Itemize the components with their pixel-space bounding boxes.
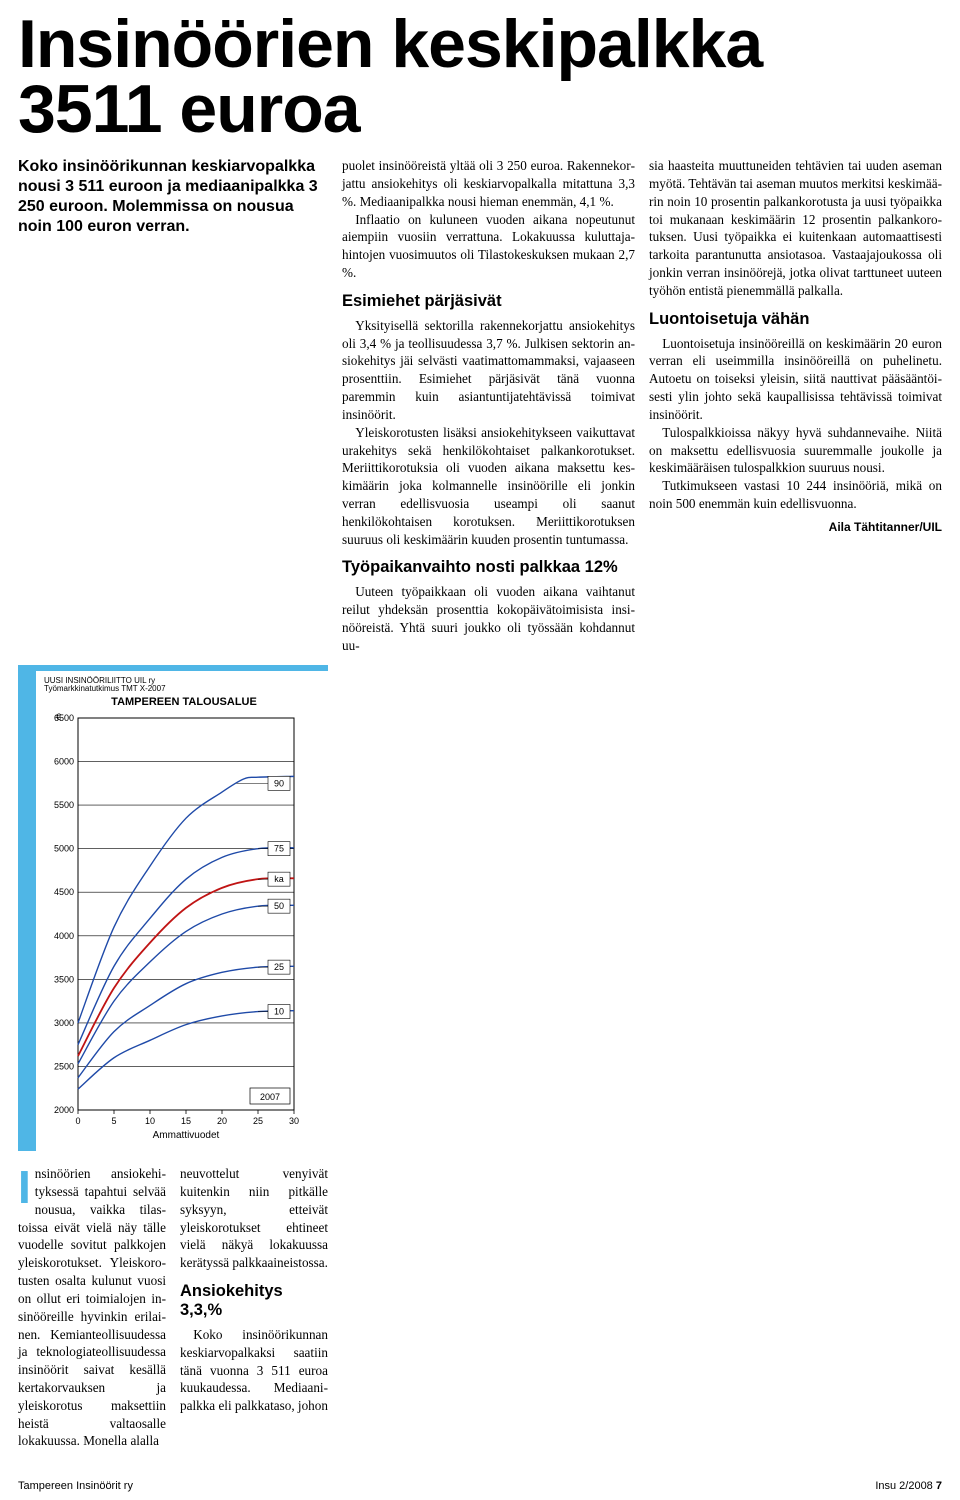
svg-text:15: 15 [181,1116,191,1126]
dropcap: I [18,1165,35,1206]
svg-text:0: 0 [75,1116,80,1126]
p: Insinöörien ansiokehi­tyksessä tapahtui … [18,1165,166,1450]
svg-text:25: 25 [253,1116,263,1126]
p: Tulospalkkioissa näkyy hyvä suhdannevaih… [649,424,942,477]
body-col-3: puolet insinööreistä yltää oli 3 250 eur… [342,157,635,654]
svg-text:75: 75 [274,844,284,854]
subhead-ansiokehitys: Ansiokehitys 3,3,% [180,1282,328,1320]
svg-text:20: 20 [217,1116,227,1126]
svg-text:5500: 5500 [54,800,74,810]
p: neuvottelut venyivät kuiten­kin niin pit… [180,1165,328,1272]
svg-text:ka: ka [274,874,284,884]
svg-text:3500: 3500 [54,975,74,985]
headline-line2: 3511 euroa [18,71,360,147]
svg-text:10: 10 [145,1116,155,1126]
svg-text:6000: 6000 [54,757,74,767]
lead-text: Koko insinöörikunnan keskiarvopalkka nou… [18,157,328,237]
subhead-esimiehet: Esimiehet pärjäsivät [342,292,635,311]
p: Tutkimukseen vastasi 10 244 insinööriä, … [649,477,942,513]
top-row: Koko insinöörikunnan keskiarvopalkka nou… [18,157,942,654]
svg-text:30: 30 [289,1116,299,1126]
svg-text:Ammattivuodet: Ammattivuodet [153,1130,220,1141]
svg-text:5: 5 [111,1116,116,1126]
footer-page: 7 [936,1480,942,1492]
headline: Insinöörien keskipalkka 3511 euroa [18,12,942,141]
p: Yleiskorotusten lisäksi ansiokehitykseen… [342,424,635,549]
spacer [342,665,942,1451]
subhead-luontoisetuja: Luontoisetuja vähän [649,310,942,329]
svg-text:3000: 3000 [54,1018,74,1028]
right-columns: puolet insinööreistä yltää oli 3 250 eur… [342,157,942,654]
p: puolet insinööreistä yltää oli 3 250 eur… [342,157,635,210]
p: Inflaatio on kuluneen vuoden aikana nope… [342,211,635,282]
svg-text:2500: 2500 [54,1062,74,1072]
svg-text:25: 25 [274,962,284,972]
svg-text:4500: 4500 [54,887,74,897]
under-col-2: neuvottelut venyivät kuiten­kin niin pit… [180,1165,328,1450]
subhead-tyopaikanvaihto: Työpaikanvaihto nosti palkkaa 12% [342,558,635,577]
page-footer: Tampereen Insinöörit ry Insu 2/2008 7 [18,1476,942,1492]
body-col-4: sia haasteita muuttuneiden tehtävien tai… [649,157,942,654]
salary-chart: 2000250030003500400045005000550060006500… [44,712,324,1142]
under-col-1: Insinöörien ansiokehi­tyksessä tapahtui … [18,1165,166,1450]
svg-text:2000: 2000 [54,1105,74,1115]
footer-right: Insu 2/2008 7 [875,1480,942,1492]
dropcap-para: nsinöörien ansiokehi­tyksessä tapahtui s… [18,1166,166,1448]
chart-wrap: UUSI INSINÖÖRILIITTO UIL ry Työmarkkinat… [18,665,328,1451]
footer-left: Tampereen Insinöörit ry [18,1480,133,1492]
chart-and-void: UUSI INSINÖÖRILIITTO UIL ry Työmarkkinat… [18,665,942,1451]
byline: Aila Tähtitanner/UIL [649,519,942,535]
chart-box: UUSI INSINÖÖRILIITTO UIL ry Työmarkkinat… [18,665,328,1152]
svg-text:2007: 2007 [260,1092,280,1102]
p: sia haasteita muuttuneiden tehtävien tai… [649,157,942,300]
svg-text:€: € [56,712,61,722]
svg-text:4000: 4000 [54,931,74,941]
lead-block: Koko insinöörikunnan keskiarvopalkka nou… [18,157,328,654]
svg-text:10: 10 [274,1007,284,1017]
svg-text:50: 50 [274,901,284,911]
chart-source-2: Työmarkkinatutkimus TMT X-2007 [44,685,324,694]
p: Uuteen työpaikkaan oli vuoden aikana vai… [342,583,635,654]
p: Koko insinöörikunnan keskiarvopalkaksi s… [180,1326,328,1415]
chart-title: TAMPEREEN TALOUSALUE [44,696,324,708]
footer-issue: Insu 2/2008 [875,1480,933,1492]
svg-text:90: 90 [274,779,284,789]
p: Yksityisellä sektorilla ra­kennekorjattu… [342,317,635,424]
svg-text:5000: 5000 [54,844,74,854]
p: Luontoisetuja insinööreil­lä on keskimää… [649,335,942,424]
under-chart-row: Insinöörien ansiokehi­tyksessä tapahtui … [18,1165,328,1450]
